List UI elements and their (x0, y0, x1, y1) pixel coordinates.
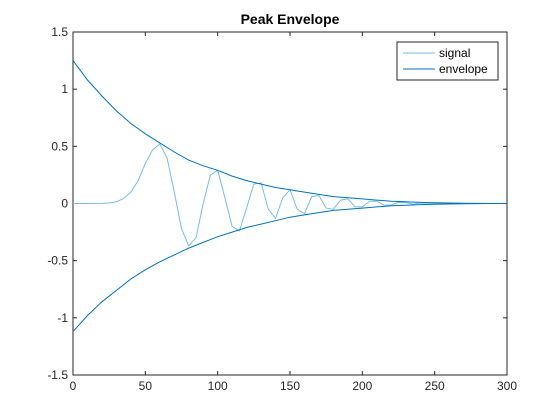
y-tick-label: -1.5 (47, 368, 68, 382)
series-signal-line (73, 143, 507, 247)
x-tick-label: 300 (497, 379, 517, 393)
legend: signal envelope (396, 41, 499, 81)
legend-label-envelope: envelope (439, 62, 488, 76)
chart-title: Peak Envelope (241, 11, 340, 27)
x-axis: 0 50 100 150 200 250 300 (70, 32, 517, 393)
y-tick-label: 0 (61, 197, 68, 211)
y-axis: -1.5 -1 -0.5 0 0.5 1 1.5 (47, 25, 507, 382)
y-tick-label: 0.5 (51, 139, 68, 153)
x-tick-label: 50 (139, 379, 153, 393)
x-tick-label: 100 (208, 379, 228, 393)
legend-label-signal: signal (439, 46, 470, 60)
x-tick-label: 250 (425, 379, 445, 393)
y-tick-label: 1.5 (51, 25, 68, 39)
series-layer (73, 60, 507, 332)
series-envelope-lower-line (73, 203, 507, 332)
y-tick-label: -1 (57, 311, 68, 325)
y-tick-label: -0.5 (47, 254, 68, 268)
x-tick-label: 200 (352, 379, 372, 393)
x-tick-label: 150 (280, 379, 300, 393)
x-tick-label: 0 (70, 379, 77, 393)
legend-box (396, 41, 499, 81)
y-tick-label: 1 (61, 82, 68, 96)
series-envelope-line (73, 60, 507, 204)
